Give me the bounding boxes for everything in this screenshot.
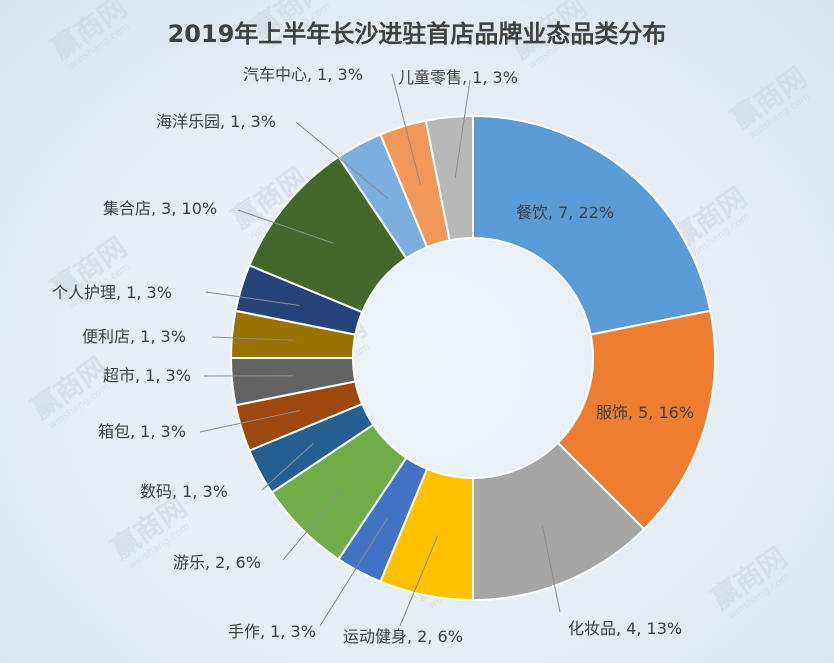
slice-label: 海洋乐园, 1, 3% <box>156 112 276 131</box>
donut-slice <box>472 114 712 336</box>
leader-line <box>211 336 293 341</box>
slice-label: 儿童零售, 1, 3% <box>398 68 518 87</box>
leader-line <box>319 517 389 627</box>
slice-group <box>229 114 716 602</box>
donut-slice <box>556 309 716 531</box>
leader-line <box>541 525 561 613</box>
slice-label: 个人护理, 1, 3% <box>52 283 172 302</box>
slice-label: 运动健身, 2, 6% <box>343 627 463 646</box>
leader-line <box>282 485 346 561</box>
label-group: 餐饮, 7, 22% 服饰, 5, 16% 化妆品, 4, 13% 运动健身, 2, … <box>52 65 694 646</box>
leader-line <box>391 73 421 185</box>
leader-line <box>237 209 334 244</box>
slice-label: 箱包, 1, 3% <box>98 422 186 441</box>
slice-label: 便利店, 1, 3% <box>82 327 186 346</box>
leader-line <box>205 291 300 306</box>
slice-label: 化妆品, 4, 13% <box>568 619 682 638</box>
leader-line <box>295 121 388 199</box>
slice-label: 游乐, 2, 6% <box>173 553 261 572</box>
slice-label: 餐饮, 7, 22% <box>516 203 614 222</box>
leader-line <box>454 79 471 178</box>
slice-label: 集合店, 3, 10% <box>103 199 217 218</box>
slice-label: 数码, 1, 3% <box>140 482 228 501</box>
leader-line <box>399 535 439 627</box>
slice-label: 汽车中心, 1, 3% <box>243 65 363 84</box>
leader-line <box>199 410 300 433</box>
slice-label: 服饰, 5, 16% <box>596 403 694 422</box>
slice-label: 超市, 1, 3% <box>103 366 191 385</box>
leader-line <box>261 442 314 491</box>
slice-label: 手作, 1, 3% <box>228 622 316 641</box>
donut-slice <box>424 114 474 242</box>
chart-title: 2019年上半年长沙进驻首店品牌业态品类分布 <box>167 20 667 48</box>
